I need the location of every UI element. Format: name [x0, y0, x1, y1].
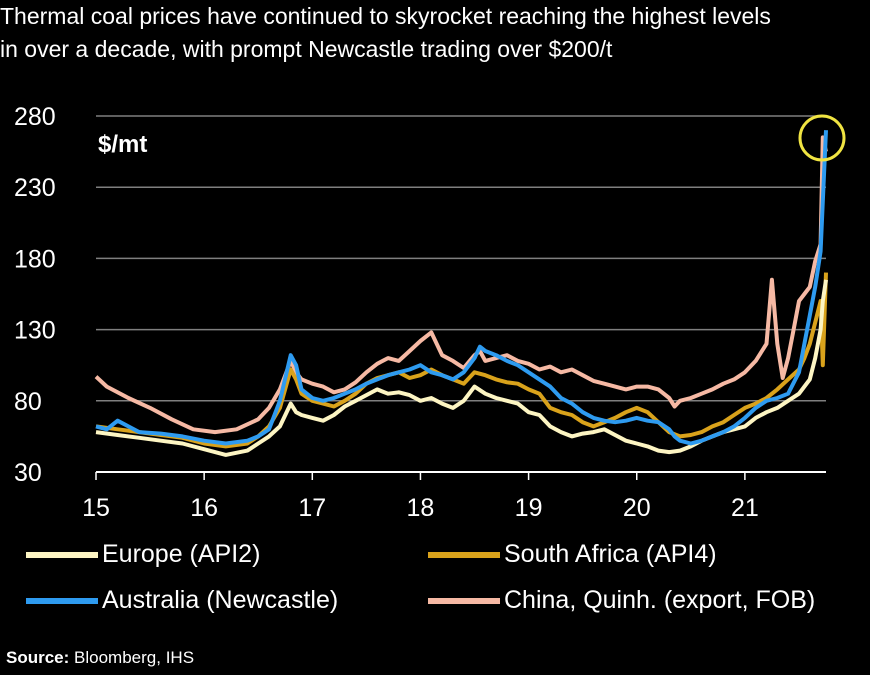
- legend-item-south-africa: South Africa (API4): [428, 540, 717, 569]
- y-tick-label-130: 130: [14, 317, 56, 345]
- series-line-china: [94, 135, 828, 435]
- x-tick-label-21: 21: [731, 494, 759, 522]
- x-tick-label-16: 16: [190, 494, 218, 522]
- series-line-south: [95, 272, 828, 449]
- legend-label-europe: Europe (API2): [102, 540, 261, 568]
- legend-swatch-australia: [26, 597, 98, 604]
- peak-highlight-circle: [798, 114, 846, 162]
- y-tick-label-30: 30: [14, 459, 42, 487]
- legend-label-china: China, Quinh. (export, FOB): [504, 586, 816, 614]
- y-tick-label-280: 280: [14, 103, 56, 131]
- legend-swatch-europe: [26, 551, 98, 558]
- chart-title: Thermal coal prices have continued to sk…: [0, 0, 860, 66]
- x-tick-label-20: 20: [623, 494, 651, 522]
- legend-item-china: China, Quinh. (export, FOB): [428, 586, 815, 615]
- grid-lines: [96, 115, 826, 473]
- series-line-australia: [95, 130, 828, 446]
- legend-label-south-africa: South Africa (API4): [504, 540, 717, 568]
- y-axis-ticks: 30 80 130 180 230 280: [14, 103, 56, 487]
- source-note: Source: Bloomberg, IHS: [6, 648, 194, 668]
- y-tick-label-80: 80: [14, 388, 42, 416]
- legend-swatch-south-africa: [428, 551, 500, 558]
- legend-item-europe: Europe (API2): [26, 540, 260, 569]
- x-tick-label-18: 18: [407, 494, 435, 522]
- title-line-2: in over a decade, with prompt Newcastle …: [0, 36, 613, 62]
- legend: Europe (API2) South Africa (API4) Austra…: [0, 540, 870, 630]
- legend-swatch-china: [428, 597, 500, 604]
- legend-item-australia: Australia (Newcastle): [26, 586, 338, 615]
- source-text: Bloomberg, IHS: [74, 648, 195, 667]
- x-tick-label-15: 15: [82, 494, 110, 522]
- legend-label-australia: Australia (Newcastle): [102, 586, 339, 614]
- title-line-1: Thermal coal prices have continued to sk…: [0, 3, 771, 29]
- x-tick-label-17: 17: [298, 494, 326, 522]
- x-axis-ticks: 15 16 17 18 19 20 21: [82, 472, 759, 522]
- y-axis-unit-label: $/mt: [98, 131, 147, 158]
- y-tick-label-180: 180: [14, 245, 56, 273]
- series-line-europe: [95, 279, 828, 457]
- source-label: Source:: [6, 648, 70, 667]
- line-chart: 30 80 130 180 230 280 15 16 17 18 19 20 21 $/mt: [14, 103, 846, 522]
- y-tick-label-230: 230: [14, 174, 56, 202]
- series-lines: [94, 130, 828, 457]
- x-tick-label-19: 19: [515, 494, 543, 522]
